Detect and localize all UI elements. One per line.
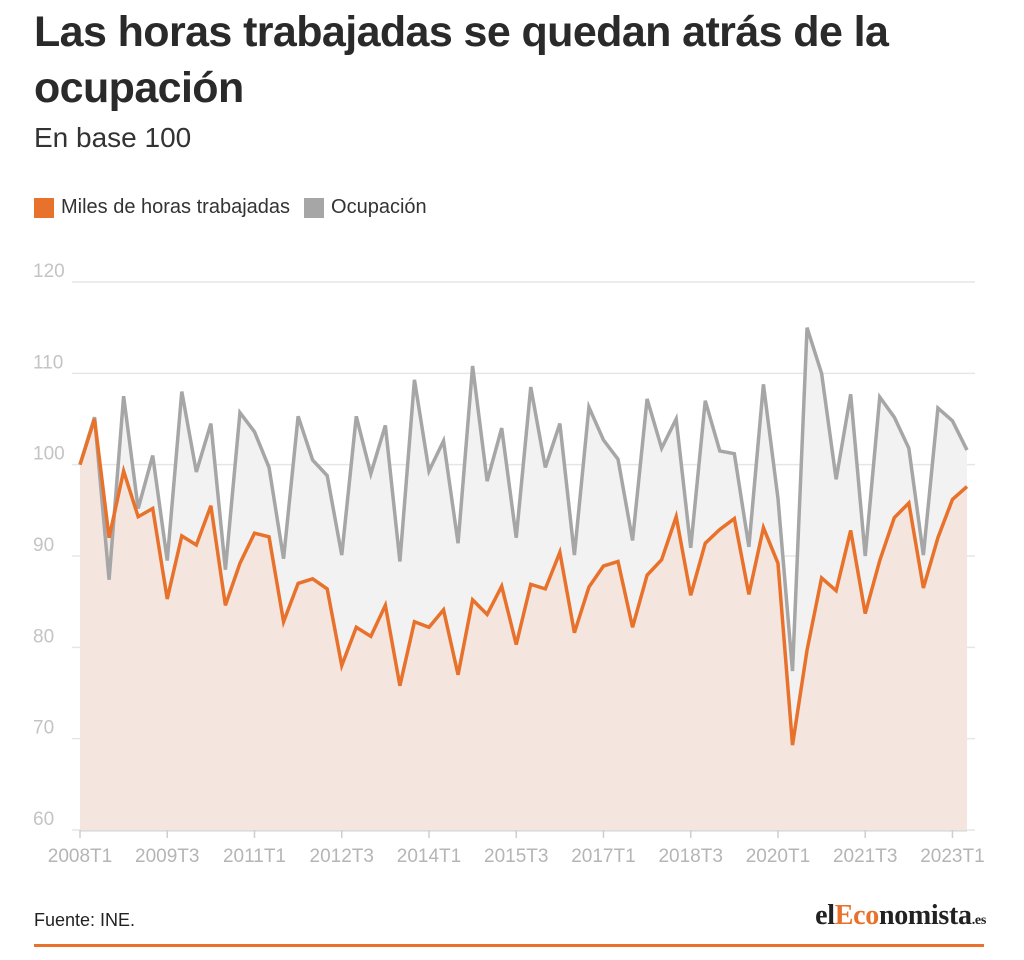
series-line-hours[interactable]	[78, 418, 969, 746]
area-fill-hours	[80, 419, 967, 830]
legend: Miles de horas trabajadas Ocupación	[34, 196, 441, 219]
legend-label-employment: Ocupación	[331, 196, 427, 218]
y-tick-label: 120	[33, 261, 65, 282]
x-tick-label: 2014T1	[397, 846, 461, 867]
series-line-employment[interactable]	[78, 327, 969, 672]
line-area-chart: 60 70 80 90 100 110 120 2008T1 2009T3 2011T1 2012…	[33, 261, 985, 867]
brand-logo[interactable]: elEconomista.es	[815, 900, 986, 931]
x-tick-label: 2011T1	[223, 846, 286, 867]
x-tick-label: 2021T3	[833, 846, 897, 867]
y-tick-label: 60	[33, 809, 54, 830]
x-tick-label: 2008T1	[48, 846, 112, 867]
legend-swatch-employment	[304, 197, 325, 218]
y-tick-label: 110	[33, 352, 63, 373]
y-tick-label: 100	[33, 444, 65, 465]
chart-title: Las horas trabajadas se quedan atrás de …	[34, 8, 889, 112]
x-tick-label: 2023T1	[920, 846, 984, 867]
legend-label-hours: Miles de horas trabajadas	[61, 196, 291, 218]
y-tick-label: 70	[33, 718, 54, 739]
x-tick-label: 2009T3	[135, 846, 199, 867]
y-tick-label: 80	[33, 626, 54, 647]
y-axis: 60 70 80 90 100 110 120	[33, 261, 65, 830]
x-tick-label: 2012T3	[310, 846, 374, 867]
footer-rule	[34, 944, 984, 947]
legend-swatch-hours	[34, 197, 54, 218]
x-tick-label: 2018T3	[658, 846, 722, 867]
x-axis: 2008T1 2009T3 2011T1 2012T3 2014T1 2015T3 2017…	[48, 830, 985, 867]
x-tick-label: 2020T1	[746, 846, 810, 867]
legend-item-hours[interactable]: Miles de horas trabajadas	[34, 196, 290, 219]
y-tick-label: 90	[33, 535, 54, 556]
legend-item-employment[interactable]: Ocupación	[304, 196, 427, 219]
area-layer	[80, 327, 967, 830]
source-note: Fuente: INE.	[34, 910, 136, 930]
x-tick-label: 2017T1	[571, 846, 635, 867]
chart-subtitle: En base 100	[34, 122, 192, 153]
x-tick-label: 2015T3	[484, 846, 548, 867]
line-layer	[78, 327, 969, 746]
